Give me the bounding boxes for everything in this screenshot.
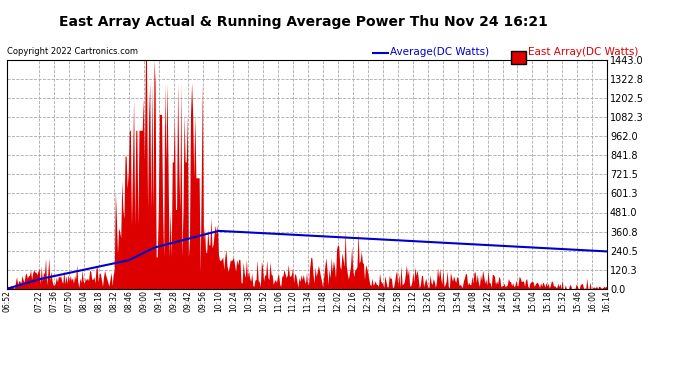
Text: East Array(DC Watts): East Array(DC Watts) [528, 47, 638, 57]
Text: East Array Actual & Running Average Power Thu Nov 24 16:21: East Array Actual & Running Average Powe… [59, 15, 548, 29]
Text: Average(DC Watts): Average(DC Watts) [390, 47, 489, 57]
Text: Copyright 2022 Cartronics.com: Copyright 2022 Cartronics.com [7, 47, 138, 56]
